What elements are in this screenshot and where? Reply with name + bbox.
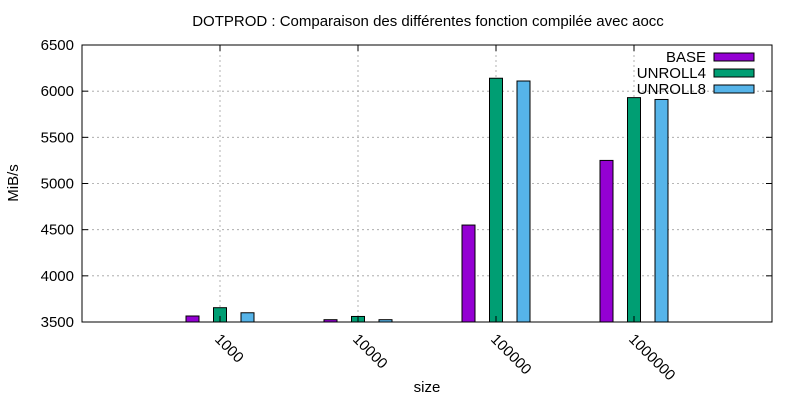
x-tick-label: 10000	[349, 331, 391, 373]
bar-unroll4	[489, 77, 503, 323]
y-tick-label: 3500	[41, 314, 74, 331]
bar-unroll4	[627, 97, 641, 323]
bar-unroll8	[516, 80, 531, 323]
bars	[185, 77, 669, 323]
y-tick-label: 6500	[41, 37, 74, 54]
y-tick-label: 6000	[41, 83, 74, 100]
legend-label: BASE	[666, 49, 706, 66]
y-tick-label: 5000	[41, 176, 74, 193]
y-tick-label: 5500	[41, 129, 74, 146]
chart-title: DOTPROD : Comparaison des différentes fo…	[192, 13, 664, 30]
y-axis-label: MiB/s	[5, 164, 22, 202]
legend-swatch	[713, 84, 755, 94]
bar-base	[599, 159, 614, 323]
bar-base	[461, 224, 476, 323]
x-axis-label: size	[414, 379, 441, 396]
x-tick-label: 1000	[211, 331, 247, 367]
bar-unroll8	[654, 98, 669, 323]
bar-unroll8	[240, 312, 255, 323]
x-tick-label: 1000000	[625, 331, 678, 384]
legend-label: UNROLL8	[637, 81, 706, 98]
y-tick-label: 4000	[41, 268, 74, 285]
y-tick-labels: 3500 4000 4500 5000 5500 6000 6500	[41, 37, 74, 331]
x-tick-label: 100000	[487, 331, 534, 378]
axis-ticks	[82, 44, 772, 323]
x-tick-labels: 1000 10000 100000 1000000	[211, 331, 678, 384]
bar-base	[185, 315, 200, 323]
legend-label: UNROLL4	[637, 65, 706, 82]
y-tick-label: 4500	[41, 222, 74, 239]
legend-swatch	[713, 52, 755, 62]
grid-lines	[82, 45, 772, 322]
legend-swatch	[713, 68, 755, 78]
